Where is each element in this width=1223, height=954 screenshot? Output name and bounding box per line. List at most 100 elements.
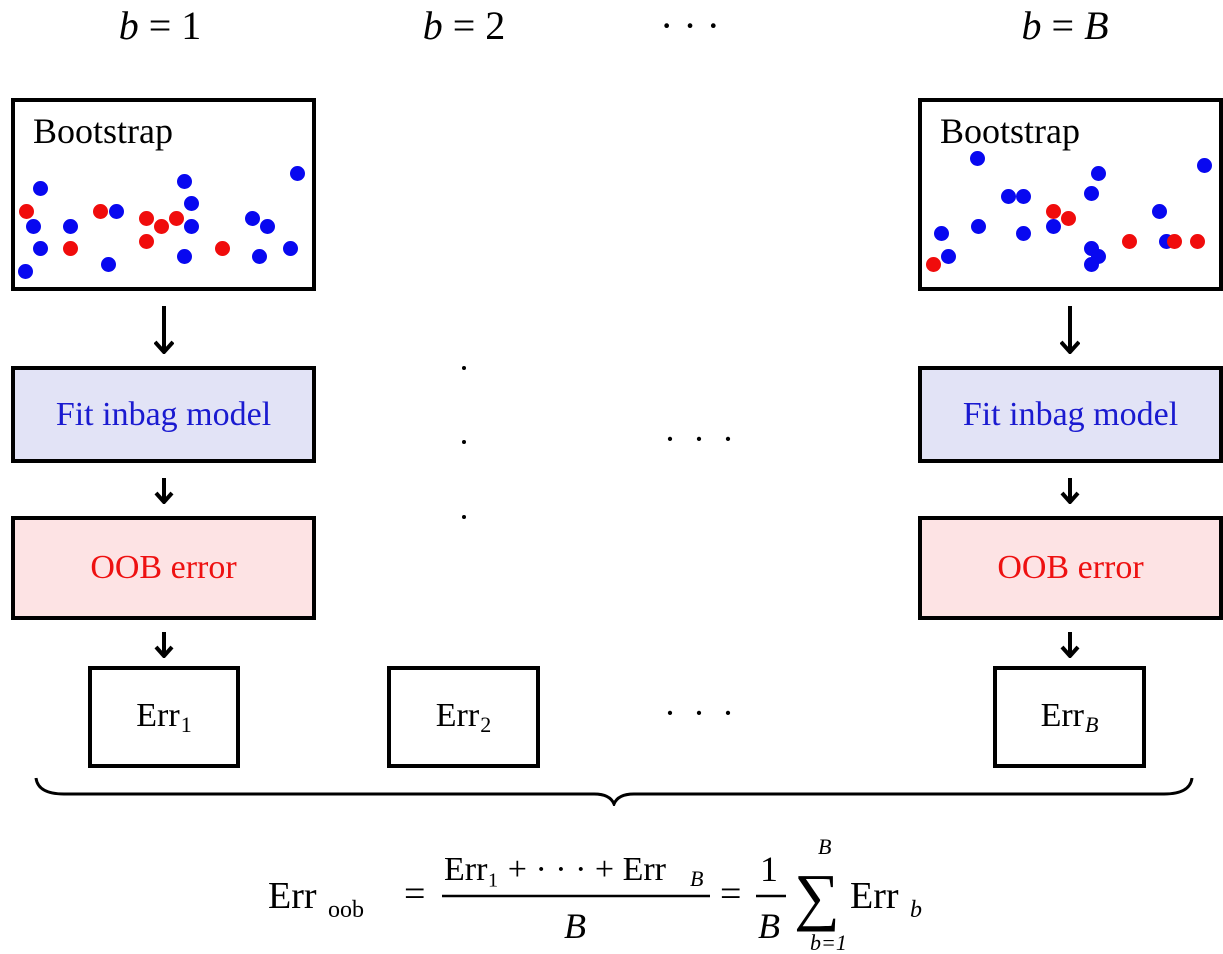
formula-coef-den: B bbox=[758, 906, 780, 946]
oob-point bbox=[19, 204, 34, 219]
column-label-ellipsis: · · · bbox=[590, 2, 790, 49]
fit-inbag-box-left: Fit inbag model bbox=[11, 366, 316, 463]
err-base: Err bbox=[1040, 696, 1084, 734]
inbag-point bbox=[33, 241, 48, 256]
curly-brace-icon bbox=[34, 777, 1194, 806]
arrow-down-icon bbox=[1060, 632, 1080, 658]
formula-frac-num: Err₁ + · · · + Err bbox=[444, 851, 667, 888]
oob-error-box-left: OOB error bbox=[11, 516, 316, 620]
fit-inbag-label: Fit inbag model bbox=[962, 395, 1179, 433]
oob-point bbox=[139, 211, 154, 226]
inbag-point bbox=[1016, 189, 1031, 204]
inbag-point bbox=[1016, 226, 1031, 241]
formula-lhs: Err bbox=[268, 875, 317, 917]
inbag-point bbox=[941, 249, 956, 264]
inbag-point bbox=[1091, 166, 1106, 181]
fit-inbag-box-right: Fit inbag model bbox=[918, 366, 1223, 463]
err-box-B: ErrB bbox=[993, 666, 1146, 768]
vertical-ellipsis-dot bbox=[462, 440, 466, 444]
horizontal-ellipsis: · · · bbox=[664, 693, 738, 733]
oob-error-box-right: OOB error bbox=[918, 516, 1223, 620]
inbag-point bbox=[101, 257, 116, 272]
inbag-point bbox=[184, 196, 199, 211]
inbag-point bbox=[177, 174, 192, 189]
formula-frac-den: B bbox=[564, 906, 586, 946]
bootstrap-box-left: Bootstrap bbox=[11, 98, 316, 291]
inbag-point bbox=[33, 181, 48, 196]
column-var: b bbox=[118, 3, 139, 48]
horizontal-ellipsis: · · · bbox=[664, 419, 738, 459]
arrow-down-icon bbox=[1060, 478, 1080, 504]
column-label-bB: b = B bbox=[965, 2, 1165, 49]
inbag-point bbox=[109, 204, 124, 219]
formula-eq: = bbox=[404, 873, 425, 915]
oob-point bbox=[1122, 234, 1137, 249]
inbag-point bbox=[18, 264, 33, 279]
column-eq: = bbox=[148, 3, 172, 48]
err-subscript: B bbox=[1084, 711, 1099, 737]
column-eq: = bbox=[452, 3, 476, 48]
oob-error-label: OOB error bbox=[997, 549, 1144, 586]
oob-point bbox=[169, 211, 184, 226]
column-var: b bbox=[422, 3, 443, 48]
bootstrap-box-right: Bootstrap bbox=[918, 98, 1223, 291]
err-subscript: 1 bbox=[180, 711, 192, 737]
vertical-ellipsis-dot bbox=[462, 366, 466, 370]
column-var: b bbox=[1021, 3, 1042, 48]
oob-error-label: OOB error bbox=[90, 549, 237, 586]
inbag-point bbox=[184, 219, 199, 234]
formula-sum-top: B bbox=[818, 834, 831, 859]
arrow-down-icon bbox=[1060, 306, 1080, 354]
inbag-point bbox=[26, 219, 41, 234]
arrow-down-icon bbox=[154, 632, 174, 658]
oob-point bbox=[154, 219, 169, 234]
formula-sum-icon: ∑ bbox=[794, 861, 840, 932]
formula-frac-num-sub: B bbox=[690, 866, 703, 891]
column-val: · · · bbox=[660, 3, 720, 48]
inbag-point bbox=[260, 219, 275, 234]
oob-point bbox=[63, 241, 78, 256]
column-val: B bbox=[1084, 3, 1109, 48]
formula-eq2: = bbox=[720, 873, 741, 915]
oob-point bbox=[1190, 234, 1205, 249]
inbag-point bbox=[290, 166, 305, 181]
bootstrap-title: Bootstrap bbox=[940, 111, 1080, 151]
arrow-down-icon bbox=[154, 478, 174, 504]
formula-sum-bottom: b=1 bbox=[810, 930, 847, 952]
err-base: Err bbox=[136, 696, 180, 734]
err-label: Err2 bbox=[436, 697, 491, 738]
column-eq: = bbox=[1051, 3, 1075, 48]
inbag-point bbox=[283, 241, 298, 256]
oob-point bbox=[139, 234, 154, 249]
oob-point bbox=[1167, 234, 1182, 249]
err-base: Err bbox=[435, 696, 480, 734]
oob-point bbox=[1061, 211, 1076, 226]
inbag-point bbox=[970, 151, 985, 166]
inbag-point bbox=[1046, 219, 1061, 234]
vertical-ellipsis-dot bbox=[462, 515, 466, 519]
inbag-point bbox=[1084, 186, 1099, 201]
err-subscript: 2 bbox=[480, 711, 492, 737]
err-box-2: Err2 bbox=[387, 666, 540, 768]
oob-point bbox=[93, 204, 108, 219]
fit-inbag-label: Fit inbag model bbox=[55, 395, 272, 433]
inbag-point bbox=[1152, 204, 1167, 219]
column-label-b2: b = 2 bbox=[364, 2, 564, 49]
oob-point bbox=[1046, 204, 1061, 219]
inbag-point bbox=[1001, 189, 1016, 204]
column-label-b1: b = 1 bbox=[60, 2, 260, 49]
column-val: 2 bbox=[485, 3, 506, 48]
inbag-point bbox=[934, 226, 949, 241]
oob-point bbox=[926, 257, 941, 272]
oob-error-formula: Err oob = Err₁ + · · · + Err B B = 1 B B… bbox=[268, 834, 922, 952]
formula-coef-num: 1 bbox=[760, 849, 778, 889]
inbag-point bbox=[63, 219, 78, 234]
inbag-point bbox=[252, 249, 267, 264]
inbag-point bbox=[971, 219, 986, 234]
oob-point bbox=[215, 241, 230, 256]
inbag-point bbox=[245, 211, 260, 226]
bootstrap-title: Bootstrap bbox=[33, 111, 173, 151]
inbag-point bbox=[1197, 158, 1212, 173]
inbag-point bbox=[1084, 257, 1099, 272]
err-box-1: Err1 bbox=[88, 666, 240, 768]
